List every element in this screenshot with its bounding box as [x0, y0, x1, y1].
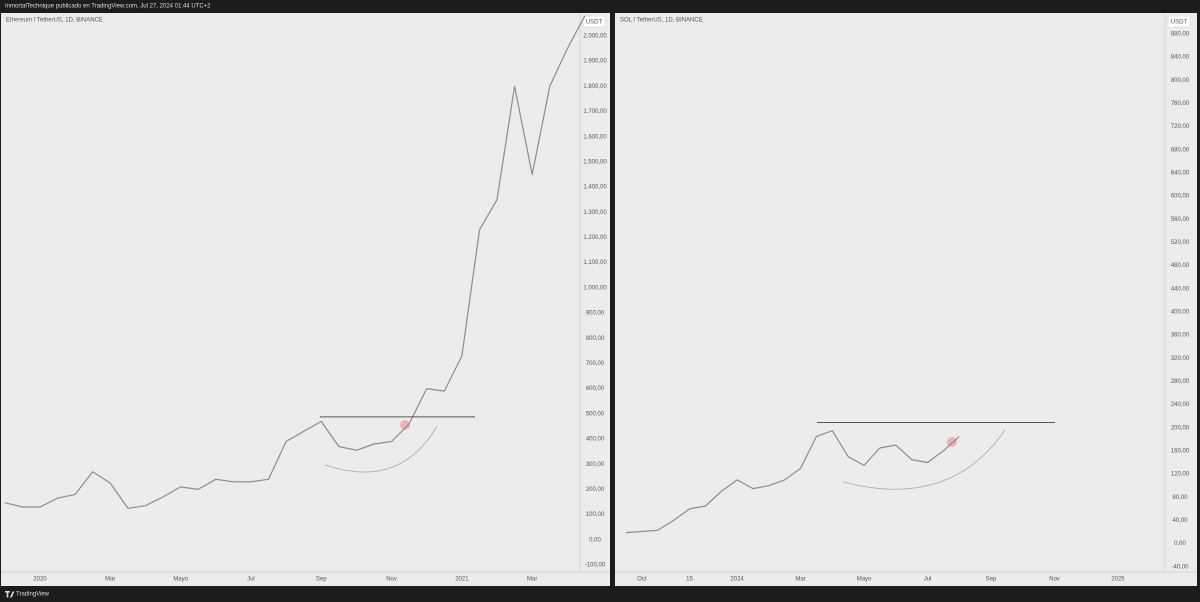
x-tick-label: Nov: [1049, 577, 1060, 583]
y-tick-label: 680,00: [1171, 147, 1190, 153]
currency-box: [1167, 15, 1191, 28]
currency: USDT: [1171, 20, 1188, 26]
x-tick-label: 15: [686, 577, 693, 583]
highlight: [400, 420, 410, 430]
x-tick-label: 2021: [455, 577, 469, 583]
x-tick-label: Jul: [247, 577, 255, 583]
y-tick-label: 480,00: [1171, 263, 1190, 269]
x-tick-label: Mayo: [857, 577, 872, 583]
y-tick-label: 500,00: [586, 411, 605, 417]
y-tick-label: 1.100,00: [583, 260, 607, 266]
y-tick-label: 320,00: [1171, 356, 1190, 362]
y-tick-label: 80,00: [1172, 495, 1188, 501]
x-tick-label: 2024: [730, 577, 744, 583]
y-tick-label: 760,00: [1171, 101, 1190, 107]
y-tick-label: 1.600,00: [583, 134, 607, 140]
x-tick-label: 2020: [33, 577, 47, 583]
y-tick-label: 300,00: [586, 462, 605, 468]
y-tick-label: 240,00: [1171, 402, 1190, 408]
x-tick-label: Mar: [795, 577, 805, 583]
currency-box: [582, 15, 606, 28]
y-tick-label: 200,00: [586, 487, 605, 493]
y-tick-label: 0,00: [589, 537, 601, 543]
y-tick-label: 2.000,00: [583, 34, 607, 40]
y-tick-label: -100,00: [585, 563, 606, 569]
y-tick-label: 600,00: [1171, 194, 1190, 200]
panel-left: [1, 13, 610, 586]
y-tick-label: 1.400,00: [583, 185, 607, 191]
y-tick-label: 1.200,00: [583, 235, 607, 241]
price-line: [4, 15, 586, 509]
y-tick-label: 440,00: [1171, 286, 1190, 292]
y-tick-label: 520,00: [1171, 240, 1190, 246]
y-tick-label: 900,00: [586, 311, 605, 317]
x-tick-label: Oct: [637, 577, 647, 583]
y-tick-label: 840,00: [1171, 55, 1190, 61]
symbol-title: Ethereum / TetherUS, 1D, BINANCE: [6, 18, 103, 24]
y-tick-label: 1.500,00: [583, 159, 607, 165]
symbol-title: SOL / TetherUS, 1D, BINANCE: [620, 18, 703, 24]
highlight: [947, 437, 957, 447]
x-tick-label: Jul: [924, 577, 932, 583]
logo: [5, 591, 15, 598]
price-line: [625, 430, 960, 534]
x-tick-label: Mayo: [173, 577, 188, 583]
panel-right: [615, 13, 1197, 586]
x-tick-label: Sep: [986, 577, 997, 583]
y-tick-label: 400,00: [1171, 309, 1190, 315]
y-tick-label: 600,00: [586, 386, 605, 392]
x-tick-label: Nov: [386, 577, 397, 583]
y-tick-label: 400,00: [586, 437, 605, 443]
y-tick-label: 1.900,00: [583, 59, 607, 65]
y-tick-label: 160,00: [1171, 449, 1190, 455]
y-tick-label: 880,00: [1171, 31, 1190, 37]
x-tick-label: Sep: [316, 577, 327, 583]
y-tick-label: 800,00: [1171, 78, 1190, 84]
y-tick-label: 720,00: [1171, 124, 1190, 130]
y-tick-label: 1.000,00: [583, 285, 607, 291]
x-tick-label: 2025: [1111, 577, 1125, 583]
arc-annotation: [324, 425, 438, 473]
currency: USDT: [586, 20, 603, 26]
y-tick-label: 800,00: [586, 336, 605, 342]
y-tick-label: 1.300,00: [583, 210, 607, 216]
x-tick-label: Mar: [527, 577, 537, 583]
x-tick-label: Mar: [105, 577, 115, 583]
y-tick-label: 700,00: [586, 361, 605, 367]
y-tick-label: 40,00: [1172, 518, 1188, 524]
y-tick-label: 280,00: [1171, 379, 1190, 385]
publish-info: InmortalTechnique publicado en TradingVi…: [5, 4, 211, 10]
y-tick-label: 200,00: [1171, 425, 1190, 431]
y-tick-label: 100,00: [586, 512, 605, 518]
y-tick-label: 640,00: [1171, 170, 1190, 176]
y-tick-label: -40,00: [1171, 564, 1189, 570]
y-tick-label: 120,00: [1171, 472, 1190, 478]
y-tick-label: 1.700,00: [583, 109, 607, 115]
y-tick-label: 1.800,00: [583, 84, 607, 90]
y-tick-label: 560,00: [1171, 217, 1190, 223]
y-tick-label: 360,00: [1171, 333, 1190, 339]
arc-annotation: [842, 429, 1006, 490]
y-tick-label: 0,00: [1174, 541, 1186, 547]
brand: TradingView: [16, 592, 50, 598]
